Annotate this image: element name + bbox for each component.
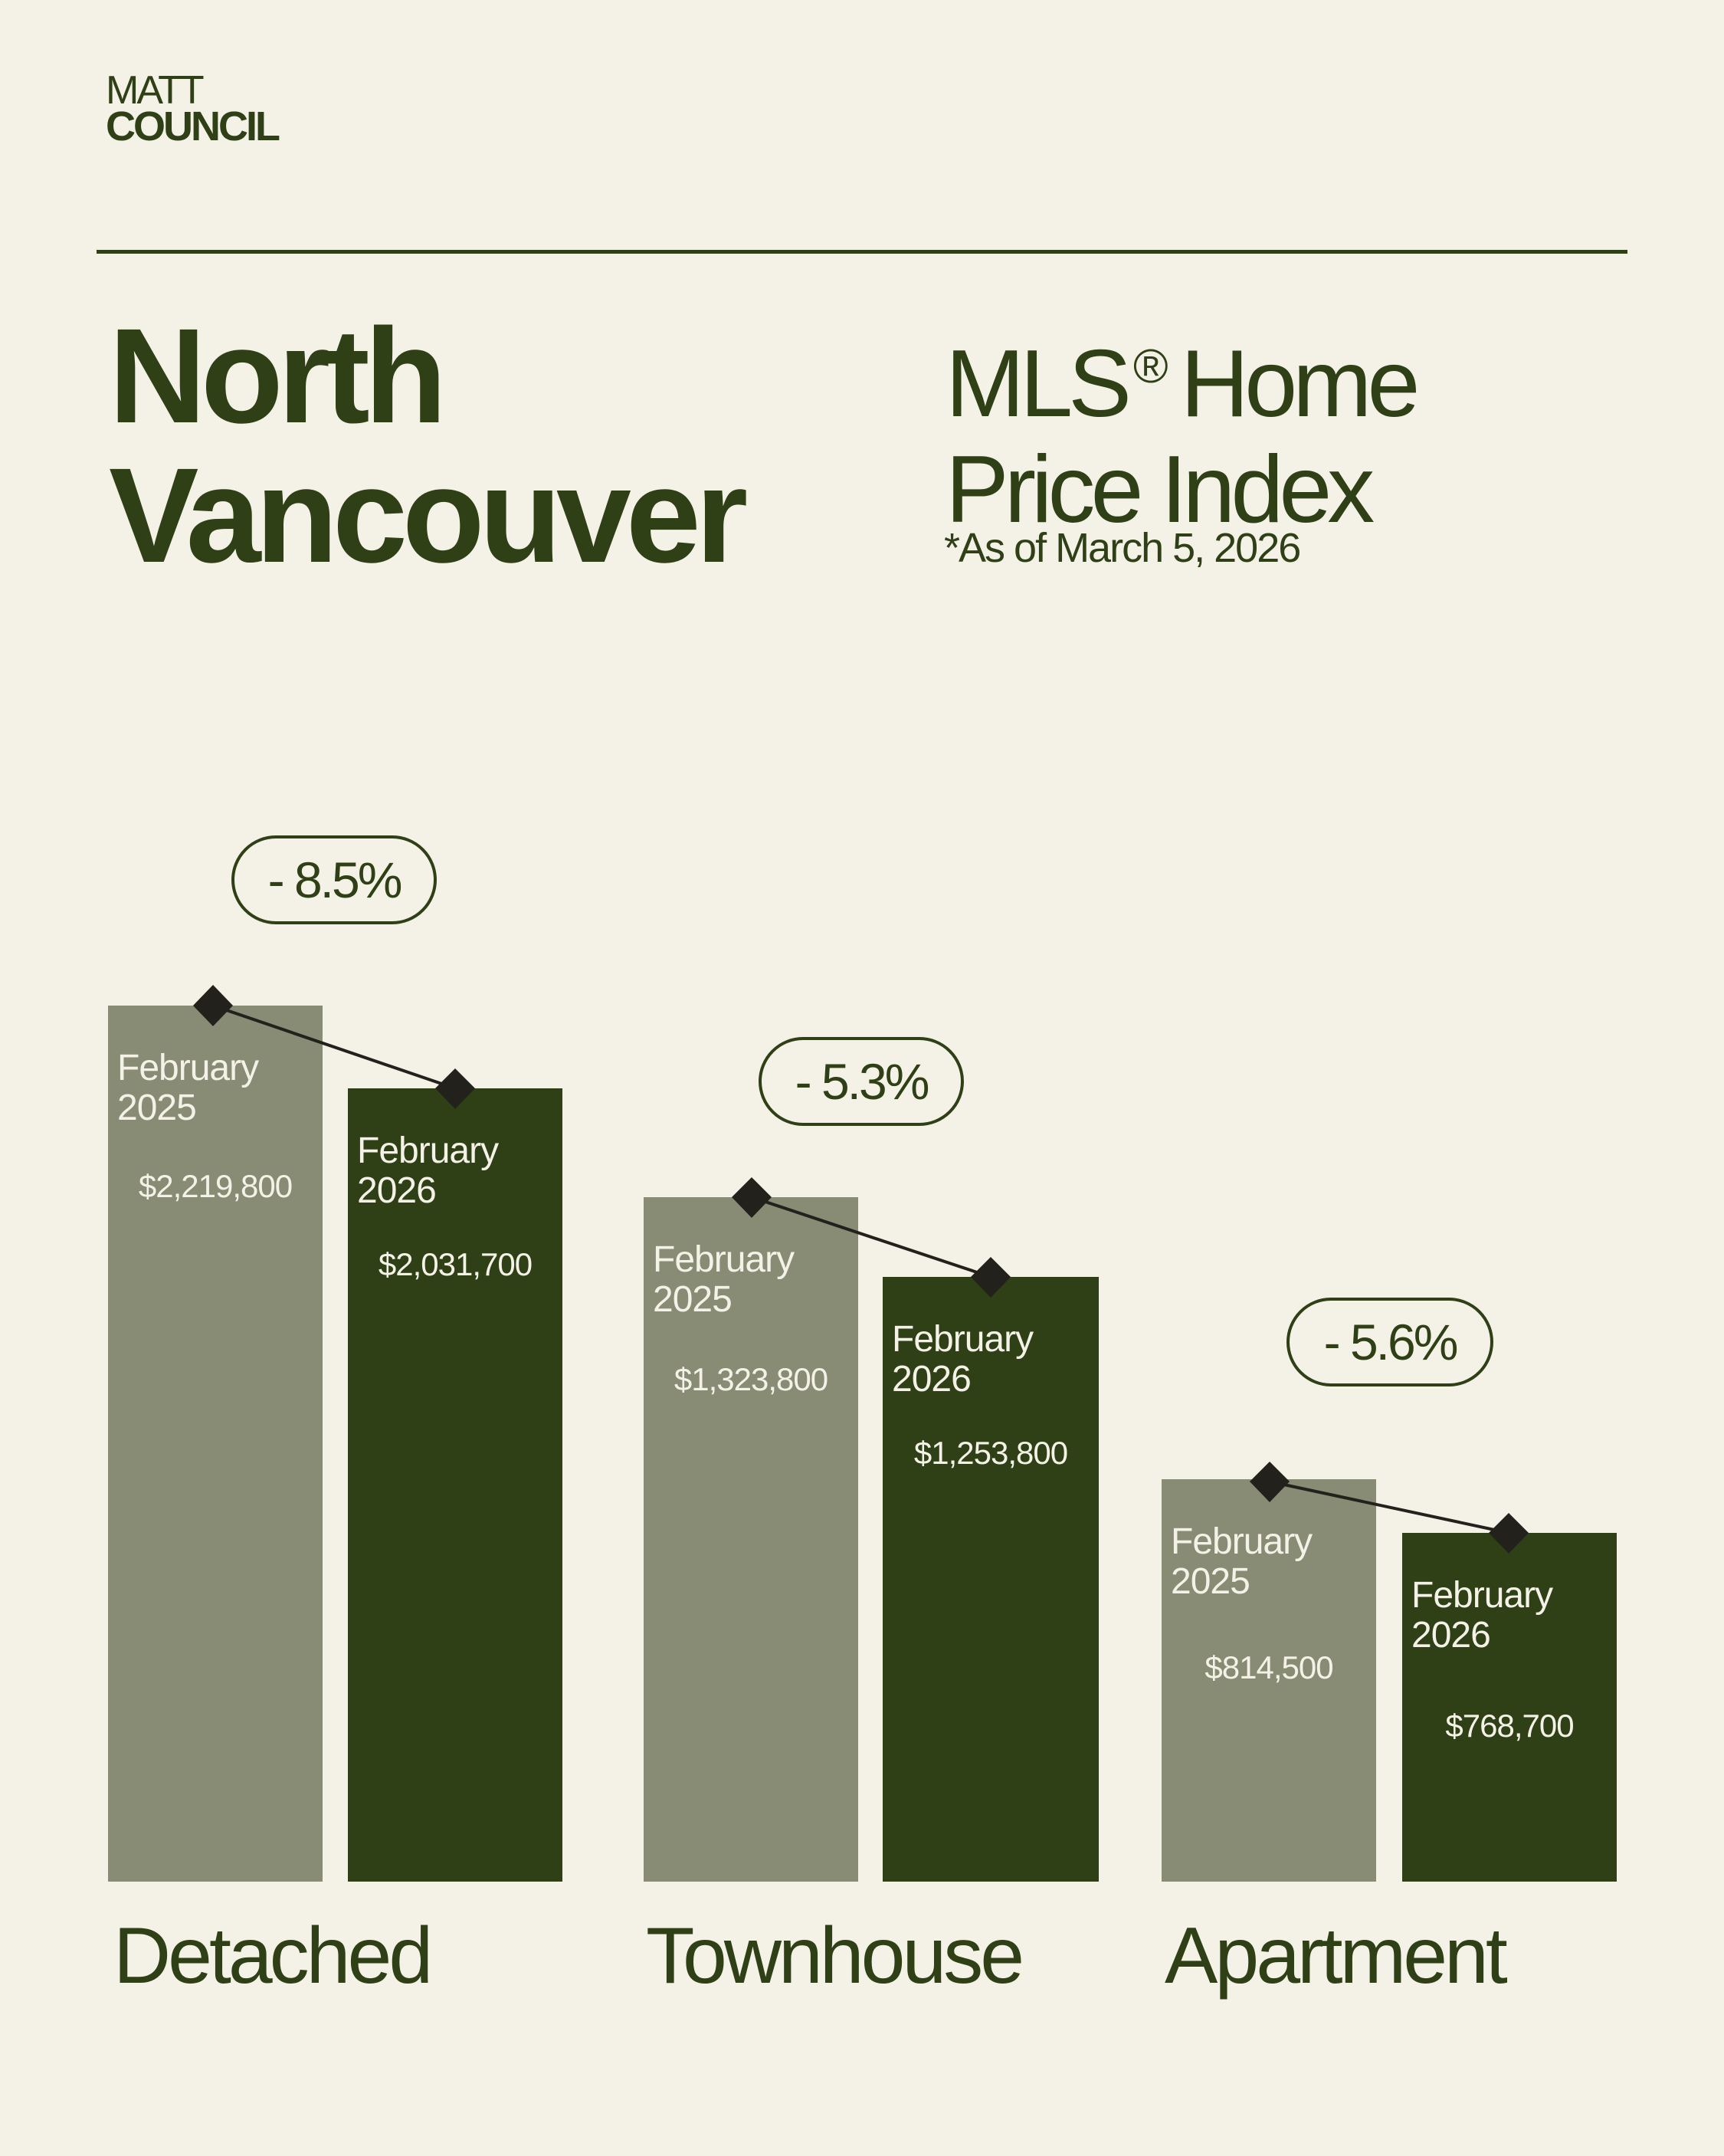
- bar-price: $2,031,700: [378, 1246, 533, 1282]
- bar-price: $2,219,800: [138, 1168, 293, 1204]
- as-of-date: *As of March 5, 2026: [944, 525, 1301, 571]
- diamond-marker-icon: [732, 1177, 772, 1218]
- category-label-detached: Detached: [113, 1912, 433, 2000]
- bar-label: February 2026: [1411, 1575, 1553, 1656]
- index-mls: MLS: [946, 331, 1132, 437]
- region-title: North Vancouver: [109, 301, 748, 591]
- index-line-2: Price Index: [946, 437, 1375, 543]
- bar-townhouse-2026: February 2026 $1,253,800: [883, 1277, 1099, 1882]
- bar-price: $814,500: [1205, 1649, 1333, 1685]
- category-label-apartment: Apartment: [1165, 1912, 1508, 2000]
- bar-label: February 2026: [357, 1131, 499, 1211]
- diamond-marker-icon: [193, 985, 233, 1026]
- registered-mark-icon: ®: [1132, 340, 1168, 393]
- bar-label: February 2026: [892, 1319, 1034, 1400]
- category-label-townhouse: Townhouse: [646, 1912, 1024, 2000]
- bar-label: February 2025: [117, 1048, 259, 1128]
- diamond-marker-icon: [1489, 1513, 1529, 1554]
- brand-logo: MATT COUNCIL: [106, 68, 280, 149]
- change-badge-apartment: - 5.6%: [1286, 1298, 1493, 1386]
- diamond-marker-icon: [971, 1257, 1011, 1298]
- brand-line-2: COUNCIL: [106, 103, 280, 149]
- bar-price: $1,253,800: [913, 1435, 1068, 1471]
- bar-price: $1,323,800: [674, 1361, 828, 1397]
- bar-detached-2025: February 2025 $2,219,800: [108, 1006, 323, 1882]
- diamond-marker-icon: [435, 1068, 475, 1109]
- change-badge-townhouse: - 5.3%: [759, 1037, 964, 1126]
- index-home: Home: [1180, 331, 1421, 437]
- bar-price: $768,700: [1445, 1708, 1574, 1744]
- brand-line-1: MATT: [106, 68, 205, 113]
- bar-apartment-2025: February 2025 $814,500: [1162, 1479, 1376, 1882]
- header-divider: [97, 250, 1627, 254]
- bar-apartment-2026: February 2026 $768,700: [1402, 1533, 1617, 1882]
- bar-label: February 2025: [1171, 1521, 1313, 1602]
- bar-townhouse-2025: February 2025 $1,323,800: [644, 1197, 858, 1882]
- diamond-marker-icon: [1250, 1462, 1290, 1502]
- index-title: MLS ® Home Price Index: [946, 314, 1421, 543]
- region-line-1: North: [109, 301, 447, 451]
- change-badge-detached: - 8.5%: [231, 835, 437, 924]
- region-line-2: Vancouver: [109, 441, 748, 591]
- bar-detached-2026: February 2026 $2,031,700: [348, 1088, 562, 1882]
- bar-label: February 2025: [653, 1239, 795, 1320]
